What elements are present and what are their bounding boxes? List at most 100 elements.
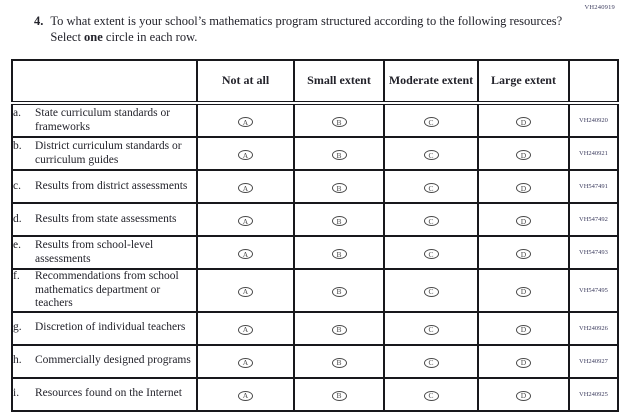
row-code: VH240921 (568, 136, 619, 171)
row-code: VH240927 (568, 343, 619, 379)
question-text-part: circle in each row. (105, 30, 198, 45)
response-bubble-letter: B (336, 391, 342, 401)
response-bubble-b[interactable]: B (331, 390, 347, 401)
response-bubble-a[interactable]: A (238, 117, 253, 128)
header-row: Not at all Small extent Moderate extent … (11, 59, 619, 105)
response-bubble-letter: B (336, 183, 342, 193)
row-letter: h. (13, 354, 22, 367)
response-bubble-letter: D (520, 117, 527, 127)
row-code: VH547495 (568, 268, 619, 313)
row-label: Commercially designed programs (35, 354, 191, 367)
question-number: 4. (34, 14, 44, 28)
response-bubble-letter: D (520, 358, 527, 368)
response-bubble-letter: B (336, 358, 342, 368)
table-row: f. Recommendations from school mathemati… (11, 268, 619, 313)
response-bubble-b[interactable]: B (331, 117, 347, 128)
row-label-cell: g. Discretion of individual teachers (11, 310, 198, 346)
row-label: Resources found on the Internet (35, 387, 182, 400)
response-bubble-letter: D (520, 391, 527, 401)
option-cell-moderate-extent: C (383, 310, 479, 346)
option-cell-large-extent: D (477, 376, 570, 412)
response-bubble-letter: C (428, 325, 434, 335)
response-bubble-letter: C (428, 150, 434, 160)
response-bubble-letter: D (520, 150, 527, 160)
response-bubble-d[interactable]: D (516, 249, 531, 260)
response-bubble-c[interactable]: C (423, 287, 439, 298)
response-bubble-c[interactable]: C (423, 249, 439, 260)
response-bubble-c[interactable]: C (423, 324, 439, 335)
response-bubble-c[interactable]: C (423, 117, 439, 128)
response-bubble-letter: C (428, 249, 434, 259)
response-bubble-c[interactable]: C (423, 357, 439, 368)
response-bubble-d[interactable]: D (516, 117, 531, 128)
response-bubble-a[interactable]: A (238, 249, 253, 260)
response-bubble-b[interactable]: B (331, 249, 347, 260)
response-bubble-letter: A (242, 325, 249, 335)
row-letter: b. (13, 139, 22, 152)
response-bubble-a[interactable]: A (238, 150, 253, 161)
response-bubble-a[interactable]: A (238, 287, 253, 298)
response-bubble-a[interactable]: A (238, 390, 253, 401)
row-letter: f. (13, 270, 20, 282)
response-bubble-letter: C (428, 358, 434, 368)
option-cell-not-at-all: A (196, 235, 295, 270)
table-row: g. Discretion of individual teachers A B… (11, 310, 619, 346)
response-bubble-b[interactable]: B (331, 150, 347, 161)
question-text: To what extent is your school’s mathemat… (50, 13, 564, 46)
row-label-cell: i. Resources found on the Internet (11, 376, 198, 412)
response-bubble-letter: B (336, 287, 342, 297)
response-bubble-b[interactable]: B (331, 183, 347, 194)
response-bubble-letter: C (428, 183, 434, 193)
row-letter: a. (13, 106, 21, 119)
response-bubble-letter: C (428, 117, 434, 127)
response-bubble-a[interactable]: A (238, 357, 253, 368)
response-bubble-b[interactable]: B (331, 324, 347, 335)
table-row: b. District curriculum standards or curr… (11, 136, 619, 171)
response-bubble-d[interactable]: D (516, 390, 531, 401)
row-code: VH547493 (568, 235, 619, 270)
option-cell-large-extent: D (477, 343, 570, 379)
response-bubble-d[interactable]: D (516, 357, 531, 368)
row-label-cell: e. Results from school-level assessments (11, 235, 198, 270)
response-bubble-c[interactable]: C (423, 216, 439, 227)
row-label: Recommendations from school mathematics … (35, 270, 179, 310)
option-cell-moderate-extent: C (383, 202, 479, 237)
option-cell-small-extent: B (293, 169, 385, 204)
option-cell-small-extent: B (293, 376, 385, 412)
response-bubble-b[interactable]: B (331, 357, 347, 368)
option-cell-small-extent: B (293, 102, 385, 138)
table-row: i. Resources found on the Internet A B C… (11, 376, 619, 412)
question-bold-word: one (84, 30, 103, 45)
response-bubble-d[interactable]: D (516, 324, 531, 335)
form-code: VH240919 (584, 4, 615, 11)
option-cell-small-extent: B (293, 202, 385, 237)
response-bubble-a[interactable]: A (238, 324, 253, 335)
response-bubble-b[interactable]: B (331, 287, 347, 298)
question-block: 4. To what extent is your school’s mathe… (34, 13, 564, 46)
row-label: Results from district assessments (35, 179, 188, 192)
response-bubble-d[interactable]: D (516, 150, 531, 161)
response-bubble-d[interactable]: D (516, 183, 531, 194)
response-bubble-letter: B (336, 117, 342, 127)
response-bubble-a[interactable]: A (238, 216, 253, 227)
row-label: Discretion of individual teachers (35, 321, 186, 334)
response-bubble-c[interactable]: C (423, 390, 439, 401)
row-code: VH547491 (568, 169, 619, 204)
response-bubble-letter: D (520, 249, 527, 259)
option-cell-large-extent: D (477, 268, 570, 313)
response-bubble-c[interactable]: C (423, 150, 439, 161)
response-bubble-a[interactable]: A (238, 183, 253, 194)
column-header-not-at-all: Not at all (196, 59, 295, 105)
response-bubble-letter: D (520, 183, 527, 193)
response-bubble-d[interactable]: D (516, 216, 531, 227)
row-code: VH240920 (568, 102, 619, 138)
response-bubble-letter: B (336, 325, 342, 335)
response-bubble-d[interactable]: D (516, 287, 531, 298)
column-header-large-extent: Large extent (477, 59, 570, 105)
response-bubble-b[interactable]: B (331, 216, 347, 227)
option-cell-not-at-all: A (196, 310, 295, 346)
option-cell-small-extent: B (293, 235, 385, 270)
option-cell-large-extent: D (477, 169, 570, 204)
response-bubble-c[interactable]: C (423, 183, 439, 194)
